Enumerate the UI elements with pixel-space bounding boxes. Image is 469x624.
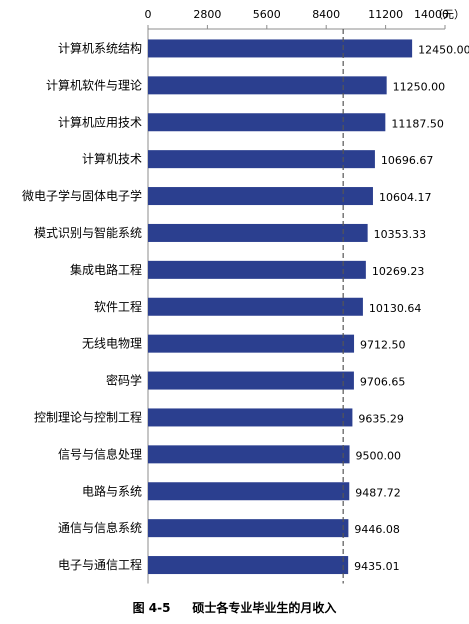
category-label: 信号与信息处理 <box>58 446 142 461</box>
value-label: 9706.65 <box>360 376 406 389</box>
value-label: 10353.33 <box>374 228 427 241</box>
value-label: 10696.67 <box>381 154 434 167</box>
category-label: 集成电路工程 <box>70 262 142 277</box>
category-label: 软件工程 <box>94 299 142 314</box>
x-tick-label: 14000 <box>414 8 449 21</box>
x-axis: 0 2800 5600 8400 11200 14000（元） <box>145 8 465 584</box>
value-label: 10604.17 <box>379 191 432 204</box>
category-label: 电子与通信工程 <box>58 557 142 572</box>
category-label: 计算机软件与理论 <box>46 77 142 92</box>
category-label: 密码学 <box>106 373 142 388</box>
value-label: 9635.29 <box>358 412 404 425</box>
figure-title: 硕士各专业毕业生的月收入 <box>192 601 337 615</box>
bar <box>148 482 350 501</box>
x-axis-unit: （元） <box>432 8 465 21</box>
value-labels: 12450.00 11250.00 11187.50 10696.67 10604.17… <box>354 43 469 573</box>
category-label: 电路与系统 <box>82 483 142 498</box>
category-label: 计算机应用技术 <box>58 114 142 129</box>
bar <box>148 297 363 316</box>
x-tick-label: 2800 <box>193 8 221 21</box>
bar <box>148 371 354 390</box>
value-label: 11250.00 <box>393 80 446 93</box>
category-label: 控制理论与控制工程 <box>34 409 142 424</box>
category-label: 微电子学与固体电子学 <box>22 188 142 203</box>
value-label: 9712.50 <box>360 339 406 352</box>
bar <box>148 519 349 538</box>
value-label: 9446.08 <box>354 523 400 536</box>
value-label: 10269.23 <box>372 265 425 278</box>
category-labels: 计算机系统结构计算机软件与理论计算机应用技术计算机技术微电子学与固体电子学模式识… <box>22 40 142 572</box>
figure-number: 图 4-5 <box>132 601 171 615</box>
value-label: 9500.00 <box>356 449 402 462</box>
bar <box>148 260 366 279</box>
x-tick-label: 11200 <box>368 8 403 21</box>
value-label: 11187.50 <box>391 117 444 130</box>
bar <box>148 150 375 169</box>
bar <box>148 556 349 575</box>
value-label: 9435.01 <box>354 560 400 573</box>
bar <box>148 187 373 206</box>
bar <box>148 408 353 427</box>
bar <box>148 39 413 58</box>
category-label: 计算机技术 <box>82 151 142 166</box>
figure-caption: 图 4-5 硕士各专业毕业生的月收入 <box>0 599 469 616</box>
value-label: 10130.64 <box>369 302 422 315</box>
x-tick-label: 0 <box>145 8 152 21</box>
bar <box>148 445 350 464</box>
category-label: 通信与信息系统 <box>58 520 142 535</box>
x-tick-label: 8400 <box>312 8 340 21</box>
value-label: 9487.72 <box>355 486 401 499</box>
value-label: 12450.00 <box>418 43 469 56</box>
category-label: 模式识别与智能系统 <box>34 225 142 240</box>
bars <box>148 39 413 575</box>
bar <box>148 223 368 242</box>
category-label: 无线电物理 <box>82 337 142 351</box>
x-tick-label: 5600 <box>253 8 281 21</box>
category-label: 计算机系统结构 <box>58 40 142 55</box>
bar <box>148 334 355 353</box>
bar <box>148 76 387 95</box>
bar <box>148 113 386 132</box>
